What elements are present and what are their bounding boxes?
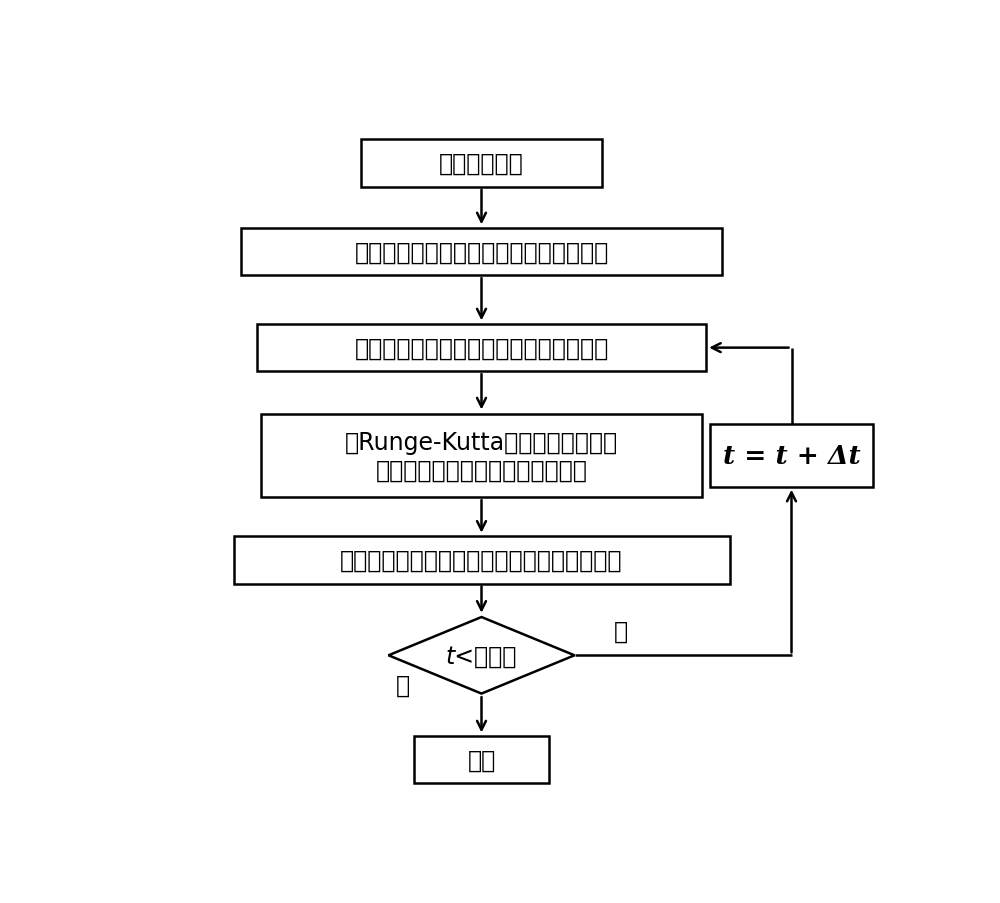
FancyBboxPatch shape — [261, 414, 702, 498]
FancyBboxPatch shape — [234, 536, 730, 584]
Text: 用Runge-Kutta算法计算各位置的
角位移、角速度、角加速度和扭矩: 用Runge-Kutta算法计算各位置的 角位移、角速度、角加速度和扭矩 — [345, 430, 618, 482]
Text: 是: 是 — [614, 619, 628, 643]
Text: t = t + Δt: t = t + Δt — [723, 443, 860, 469]
FancyBboxPatch shape — [241, 228, 722, 276]
FancyBboxPatch shape — [710, 424, 873, 488]
Text: 结束: 结束 — [467, 748, 496, 772]
FancyBboxPatch shape — [257, 324, 706, 372]
Text: 输入基本参数: 输入基本参数 — [439, 152, 524, 176]
Text: 否: 否 — [395, 674, 410, 697]
FancyBboxPatch shape — [414, 736, 549, 784]
FancyBboxPatch shape — [361, 140, 602, 188]
Text: 保存各位置角位移、角速度、角加速度和扭矩: 保存各位置角位移、角速度、角加速度和扭矩 — [340, 548, 623, 573]
Text: t<总时间: t<总时间 — [446, 644, 517, 667]
Polygon shape — [388, 618, 574, 694]
Text: 设置初始运动状态和扭力冲击器工作参数: 设置初始运动状态和扭力冲击器工作参数 — [354, 240, 609, 265]
Text: 计算转盘、钻头粘性阻尼扭矩和摩擦扭矩: 计算转盘、钻头粘性阻尼扭矩和摩擦扭矩 — [354, 336, 609, 360]
